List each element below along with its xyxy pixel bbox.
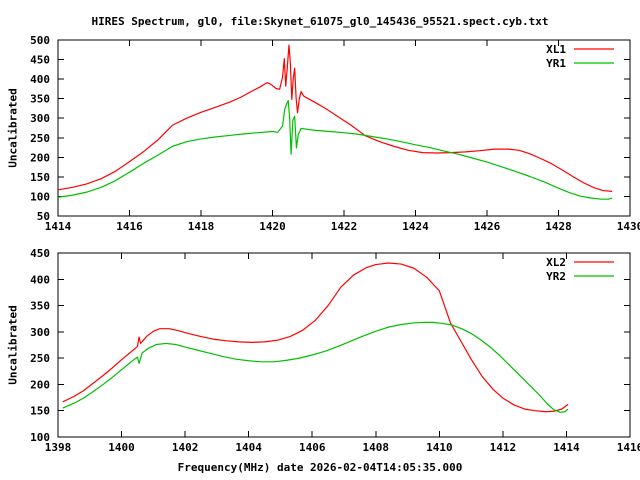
frequency-axis-label: Frequency(MHz) date 2026-02-04T14:05:35.…	[177, 461, 463, 474]
y-tick-label: 300	[30, 112, 50, 125]
x-tick-label: 1404	[235, 441, 262, 454]
x-tick-label: 1412	[490, 441, 517, 454]
y-tick-label: 100	[30, 190, 50, 203]
y-tick-label: 150	[30, 171, 50, 184]
x-tick-label: 1400	[108, 441, 135, 454]
y-tick-label: 200	[30, 378, 50, 391]
plot-panel-1: 1414 1416 1418 1420 1422 1424 1426 1428 1430 50 10…	[30, 34, 640, 233]
x-tick-label: 1398	[45, 441, 72, 454]
legend-label-XL1: XL1	[546, 43, 566, 56]
x-tick-label: 1416	[116, 220, 143, 233]
plot-frame	[57, 252, 631, 438]
series-line-XL1	[57, 44, 613, 192]
figure-title: HIRES Spectrum, gl0, file:Skynet_61075_g…	[91, 15, 549, 28]
x-tick-label: 1424	[402, 220, 429, 233]
x-tick-label: 1408	[363, 441, 390, 454]
y-tick-label: 250	[30, 132, 50, 145]
legend-label-YR2: YR2	[546, 270, 566, 283]
x-tick-label: 1420	[259, 220, 286, 233]
legend-label-XL2: XL2	[546, 256, 566, 269]
series-line-YR2	[62, 321, 569, 413]
x-tick-label: 1428	[545, 220, 572, 233]
y-tick-label: 450	[30, 54, 50, 67]
x-tick-label: 1418	[188, 220, 215, 233]
plot-panel-2: 1398 1400 1402 1404 1406 1408 1410 1412 1414 1416…	[30, 247, 640, 454]
y-tick-label: 450	[30, 247, 50, 260]
y-tick-label: 400	[30, 273, 50, 286]
y-tick-label: 400	[30, 73, 50, 86]
x-tick-label: 1410	[426, 441, 453, 454]
x-tick-label: 1414	[553, 441, 580, 454]
x-tick-label: 1416	[617, 441, 640, 454]
series-line-YR1	[57, 100, 613, 200]
y-tick-label: 150	[30, 405, 50, 418]
x-tick-label: 1422	[331, 220, 358, 233]
x-tick-label: 1430	[617, 220, 640, 233]
y-tick-label: 300	[30, 326, 50, 339]
legend-label-YR1: YR1	[546, 57, 566, 70]
x-tick-label: 1406	[299, 441, 326, 454]
y-tick-label: 200	[30, 151, 50, 164]
y-tick-label: 350	[30, 300, 50, 313]
y-tick-label: 350	[30, 93, 50, 106]
x-tick-label: 1426	[474, 220, 501, 233]
y-tick-label: 50	[37, 210, 50, 223]
x-tick-label: 1402	[172, 441, 199, 454]
plot-frame	[57, 39, 631, 217]
series-line-XL2	[62, 262, 569, 413]
y-tick-label: 100	[30, 431, 50, 444]
x-tick-label: 1414	[45, 220, 72, 233]
y-tick-label: 250	[30, 352, 50, 365]
y-tick-label: 500	[30, 34, 50, 47]
